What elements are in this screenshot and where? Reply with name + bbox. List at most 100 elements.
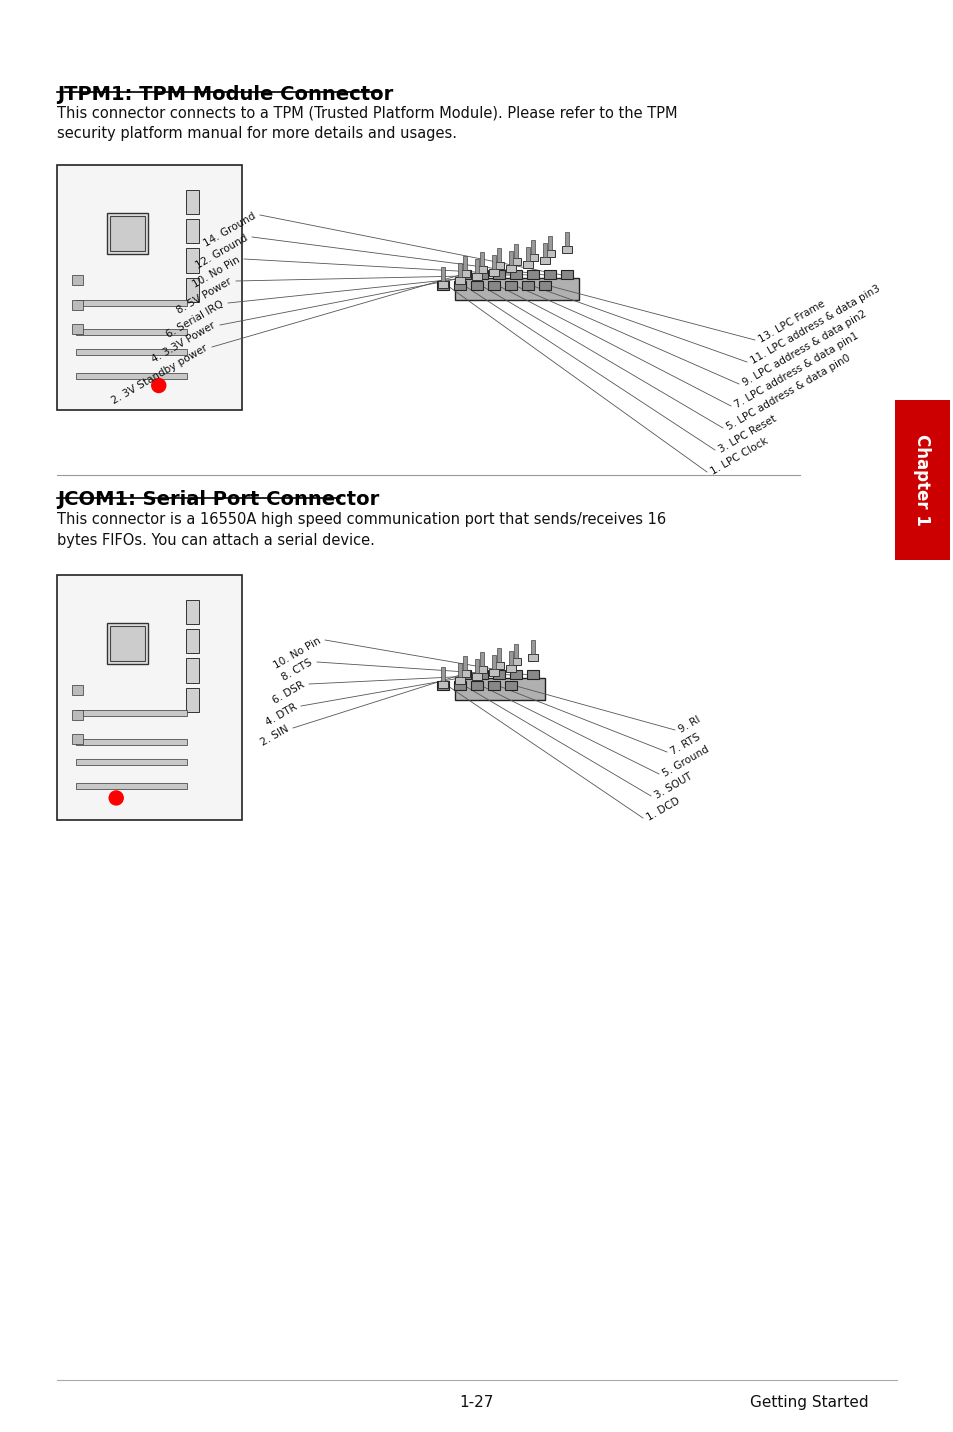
Bar <box>75 759 186 765</box>
Bar <box>459 271 470 276</box>
Bar <box>455 278 578 299</box>
Bar <box>488 281 499 291</box>
Bar <box>71 686 83 695</box>
Text: Getting Started: Getting Started <box>749 1395 868 1411</box>
Text: 1. DCD: 1. DCD <box>645 795 681 822</box>
Bar <box>436 682 449 690</box>
Bar <box>526 271 538 279</box>
Bar <box>475 259 478 274</box>
Bar <box>71 275 83 285</box>
Bar <box>544 251 555 256</box>
Bar <box>110 216 145 251</box>
Bar <box>505 664 516 672</box>
Bar <box>458 670 471 679</box>
Bar <box>455 677 464 684</box>
Text: 8. CTS: 8. CTS <box>280 657 314 683</box>
Bar <box>497 248 500 262</box>
Bar <box>186 219 199 243</box>
Bar <box>488 682 499 690</box>
Bar <box>437 281 448 288</box>
Bar <box>107 213 148 253</box>
Bar <box>462 656 467 670</box>
Text: 11. LPC address & data pin3: 11. LPC address & data pin3 <box>749 284 882 367</box>
Bar <box>525 246 530 261</box>
Bar <box>458 271 471 279</box>
Bar <box>511 657 520 664</box>
Bar <box>539 256 550 263</box>
Bar <box>71 299 83 309</box>
Bar <box>489 269 498 276</box>
Bar <box>455 276 464 284</box>
Bar <box>57 165 242 410</box>
Bar <box>510 271 521 279</box>
Bar <box>472 274 481 281</box>
Text: 5. LPC address & data pin0: 5. LPC address & data pin0 <box>724 354 852 432</box>
Bar <box>560 271 573 279</box>
Text: 6. Serial IRQ: 6. Serial IRQ <box>164 299 225 339</box>
Bar <box>521 281 534 291</box>
Bar <box>437 682 448 687</box>
Bar <box>476 271 488 279</box>
Bar <box>440 266 444 281</box>
Text: 3. LPC Reset: 3. LPC Reset <box>717 414 778 454</box>
Bar <box>107 623 148 664</box>
Text: 9. LPC address & data pin2: 9. LPC address & data pin2 <box>740 309 868 388</box>
Text: This connector is a 16550A high speed communication port that sends/receives 16
: This connector is a 16550A high speed co… <box>57 513 665 548</box>
Bar <box>457 663 461 677</box>
Text: 10. No Pin: 10. No Pin <box>191 255 241 289</box>
Bar <box>110 626 145 662</box>
Bar <box>504 281 517 291</box>
Bar <box>542 243 546 256</box>
Bar <box>564 232 568 246</box>
Bar <box>457 263 461 276</box>
Bar <box>436 281 449 291</box>
Text: 2. SIN: 2. SIN <box>258 723 291 748</box>
Bar <box>527 654 537 662</box>
Bar <box>526 670 538 679</box>
Text: 6. DSR: 6. DSR <box>271 680 306 706</box>
Bar <box>510 670 521 679</box>
Bar <box>489 669 498 676</box>
Bar <box>186 659 199 683</box>
Bar <box>57 576 242 821</box>
Text: 7. RTS: 7. RTS <box>669 732 702 756</box>
Bar <box>527 253 537 261</box>
Bar <box>492 654 496 669</box>
Text: 14. Ground: 14. Ground <box>202 211 257 249</box>
Bar <box>75 783 186 789</box>
Bar <box>75 710 186 716</box>
Text: 7. LPC address & data pin1: 7. LPC address & data pin1 <box>733 331 860 411</box>
Bar <box>462 256 467 271</box>
Text: Chapter 1: Chapter 1 <box>913 434 930 526</box>
Bar <box>493 271 504 279</box>
Bar <box>543 271 556 279</box>
Bar <box>511 258 520 265</box>
Bar <box>455 677 544 700</box>
Text: 4. 3.3V Power: 4. 3.3V Power <box>151 321 217 365</box>
Text: 1-27: 1-27 <box>459 1395 494 1411</box>
Bar <box>504 682 517 690</box>
Text: 4. DTR: 4. DTR <box>263 702 298 727</box>
Text: 13. LPC Frame: 13. LPC Frame <box>757 298 826 344</box>
Bar <box>514 644 517 657</box>
Text: This connector connects to a TPM (Trusted Platform Module). Please refer to the : This connector connects to a TPM (Truste… <box>57 105 677 140</box>
Text: 8. 5V Power: 8. 5V Power <box>174 276 233 316</box>
Bar <box>479 252 483 266</box>
Bar <box>509 652 513 664</box>
Text: 12. Ground: 12. Ground <box>193 232 250 271</box>
Bar <box>71 735 83 745</box>
Text: JCOM1: Serial Port Connector: JCOM1: Serial Port Connector <box>57 490 379 508</box>
Bar <box>531 241 535 253</box>
Bar <box>75 374 186 379</box>
Bar <box>75 299 186 306</box>
Bar <box>440 667 444 682</box>
Text: 9. RI: 9. RI <box>677 715 702 735</box>
Text: 5. Ground: 5. Ground <box>660 743 711 779</box>
Circle shape <box>152 378 166 392</box>
Circle shape <box>109 790 123 805</box>
Bar <box>509 251 513 265</box>
Bar <box>454 682 465 690</box>
Bar <box>75 739 186 745</box>
Bar <box>531 640 535 654</box>
Bar <box>459 670 470 677</box>
